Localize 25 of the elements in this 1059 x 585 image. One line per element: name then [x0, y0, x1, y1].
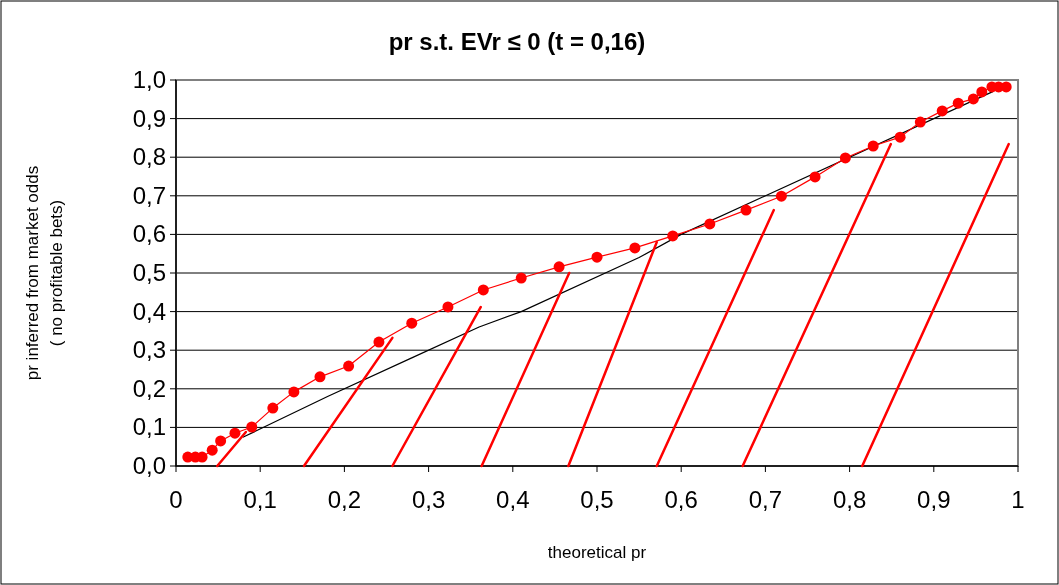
x-tick-label: 0,7 — [748, 486, 783, 513]
chart-title: pr s.t. EVr ≤ 0 (t = 0,16) — [388, 28, 646, 55]
x-tick-label: 0,2 — [327, 486, 362, 513]
y-tick-label: 0,7 — [132, 181, 166, 209]
y-tick-label: 0,1 — [132, 413, 166, 441]
x-axis-title: theoretical pr — [547, 543, 647, 562]
x-tick-label: 0,4 — [496, 486, 530, 513]
y-axis-title: pr inferred from market odds ( no profitable bets) — [23, 165, 66, 381]
x-tick-label: 1 — [1011, 486, 1025, 513]
y-tick-label: 0,6 — [132, 220, 166, 248]
y-tick-label: 0,8 — [132, 143, 166, 171]
y-tick-label: 1,0 — [132, 66, 166, 93]
x-tick-label: 0,3 — [411, 486, 446, 513]
y-tick-label: 0,2 — [132, 374, 166, 402]
x-tick-label: 0 — [169, 486, 183, 513]
y-tick-label: 0,4 — [132, 297, 166, 325]
x-tick-label: 0,1 — [243, 486, 277, 513]
x-tick-label: 0,8 — [832, 486, 867, 513]
y-tick-label: 0,5 — [132, 259, 166, 286]
y-tick-label: 0,9 — [132, 104, 166, 132]
y-tick-label: 0,3 — [132, 336, 166, 364]
x-tick-label: 0,6 — [664, 486, 698, 513]
x-tick-label: 0,5 — [580, 486, 614, 513]
y-tick-label: 0,0 — [132, 452, 166, 479]
x-tick-label: 0,9 — [917, 486, 951, 513]
